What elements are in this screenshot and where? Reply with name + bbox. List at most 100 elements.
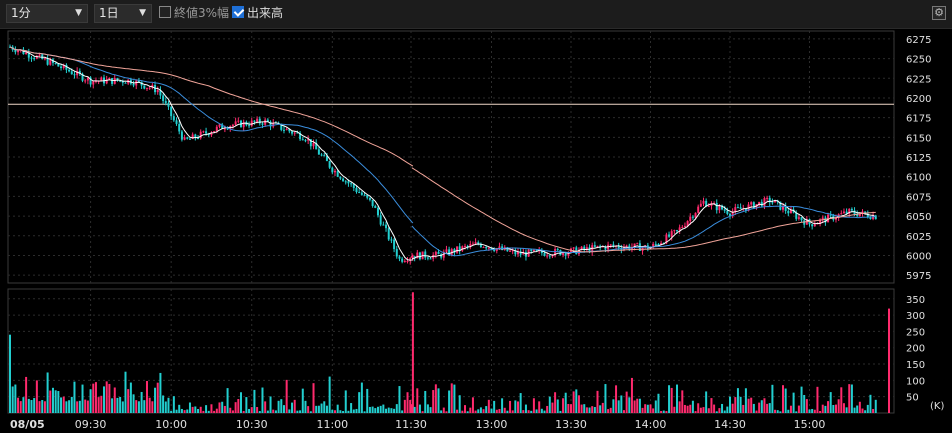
volume-bar bbox=[779, 411, 782, 413]
volume-bar bbox=[623, 410, 625, 413]
volume-bar bbox=[543, 410, 546, 413]
candle bbox=[213, 131, 216, 133]
volume-bar bbox=[742, 404, 745, 413]
candle bbox=[25, 52, 28, 55]
volume-bar bbox=[94, 382, 97, 413]
volume-bar bbox=[763, 398, 766, 413]
candle bbox=[269, 121, 272, 127]
candle bbox=[585, 247, 588, 250]
candle bbox=[30, 57, 33, 59]
volume-bar bbox=[194, 406, 197, 413]
candle bbox=[390, 239, 393, 241]
volume-bar bbox=[116, 397, 119, 413]
volume-bar bbox=[368, 406, 371, 413]
candle bbox=[253, 120, 256, 122]
candle bbox=[482, 247, 485, 249]
volume-bar bbox=[657, 393, 660, 413]
candle bbox=[821, 217, 824, 220]
volume-bar bbox=[395, 404, 398, 413]
candle bbox=[665, 234, 668, 244]
interval-select[interactable]: 1分 ▼ bbox=[6, 4, 88, 23]
volume-bar bbox=[792, 392, 795, 413]
candle bbox=[797, 217, 800, 219]
candle bbox=[766, 197, 769, 199]
volume-bar bbox=[307, 406, 310, 413]
volume-bar bbox=[250, 407, 253, 413]
price-volume-chart[interactable]: 5975 6000 6025 6050 6075 6100 6125 6150 6175 6200… bbox=[0, 29, 952, 433]
gear-icon[interactable]: ⚙ bbox=[932, 6, 946, 20]
candle bbox=[498, 246, 501, 249]
price-tick-label: 6175 bbox=[906, 114, 931, 125]
volume-bar bbox=[466, 411, 469, 413]
volume-bar bbox=[456, 409, 459, 413]
volume-bar bbox=[559, 410, 562, 413]
candle bbox=[707, 205, 710, 207]
candle bbox=[723, 209, 726, 211]
volume-bar bbox=[170, 410, 173, 413]
volume-bar bbox=[277, 400, 280, 413]
closing-pct-checkbox[interactable] bbox=[159, 6, 171, 18]
volume-bar bbox=[11, 386, 14, 413]
range-select[interactable]: 1日 ▼ bbox=[94, 4, 152, 23]
volume-bar bbox=[376, 406, 379, 413]
candle bbox=[285, 129, 288, 131]
volume-bar bbox=[681, 390, 684, 413]
volume-bar bbox=[347, 410, 350, 413]
volume-bar bbox=[299, 410, 302, 413]
volume-bar bbox=[366, 388, 369, 413]
interval-value: 1分 bbox=[11, 6, 31, 20]
time-tick-label: 14:00 bbox=[635, 418, 667, 431]
candle bbox=[143, 85, 146, 89]
candle bbox=[68, 69, 71, 72]
volume-tick-label: 200 bbox=[906, 344, 925, 355]
candle bbox=[596, 245, 599, 247]
candle bbox=[148, 87, 151, 89]
volume-bar bbox=[111, 398, 114, 413]
volume-bar bbox=[323, 401, 326, 413]
closing-pct-label: 終値3%幅 bbox=[174, 6, 230, 20]
volume-bar bbox=[689, 404, 692, 413]
candle bbox=[111, 78, 114, 84]
candle bbox=[223, 128, 226, 130]
volume-bar bbox=[861, 408, 864, 413]
candle bbox=[57, 63, 60, 67]
candle bbox=[183, 137, 186, 140]
candle bbox=[49, 59, 52, 65]
volume-bar bbox=[413, 406, 416, 413]
volume-bar bbox=[416, 388, 419, 413]
candle bbox=[382, 224, 385, 226]
volume-bar bbox=[30, 400, 33, 413]
candle bbox=[514, 250, 517, 255]
volume-bar bbox=[514, 400, 517, 413]
volume-bar bbox=[532, 398, 535, 413]
volume-bar bbox=[808, 409, 811, 413]
candle bbox=[261, 123, 264, 125]
volume-bar bbox=[269, 396, 272, 413]
volume-bar bbox=[253, 389, 256, 413]
volume-checkbox[interactable] bbox=[232, 6, 244, 18]
volume-bar bbox=[591, 406, 594, 413]
price-tick-label: 6025 bbox=[906, 232, 931, 243]
candle bbox=[495, 248, 498, 251]
candle bbox=[76, 70, 79, 76]
volume-bar bbox=[874, 399, 877, 413]
volume-tick-label: 300 bbox=[906, 311, 925, 322]
volume-bar bbox=[493, 400, 496, 413]
volume-bar bbox=[33, 398, 36, 413]
chart-toolbar: 1分 ▼ 1日 ▼ 終値3%幅 出来高 ⚙ bbox=[0, 0, 952, 29]
candle bbox=[282, 129, 285, 131]
candle bbox=[116, 78, 119, 81]
candle bbox=[178, 123, 181, 132]
volume-bar bbox=[68, 400, 71, 413]
candle bbox=[411, 257, 414, 259]
volume-bar bbox=[27, 398, 30, 413]
volume-bar bbox=[599, 405, 602, 413]
candle bbox=[210, 132, 213, 136]
price-tick-label: 5975 bbox=[906, 271, 931, 282]
volume-bar bbox=[585, 407, 588, 413]
volume-bar bbox=[487, 399, 490, 413]
volume-bar bbox=[845, 407, 848, 413]
candle bbox=[782, 206, 784, 210]
volume-bar bbox=[272, 409, 275, 413]
candle bbox=[398, 256, 401, 259]
